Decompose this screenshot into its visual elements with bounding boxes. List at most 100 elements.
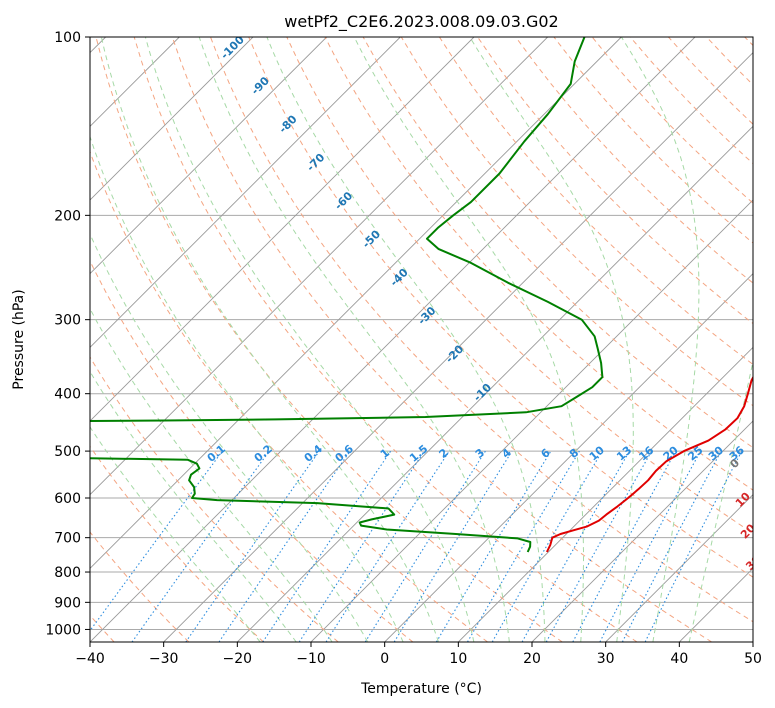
mixing-ratio-line — [545, 450, 653, 642]
isotherm-value-label: -60 — [332, 189, 355, 212]
isotherm-line — [90, 37, 622, 569]
mixing-ratio-label: 0.4 — [302, 442, 326, 465]
isotherm-line — [90, 37, 254, 201]
isotherm-value-label: -80 — [276, 112, 299, 135]
dry-adiabat — [400, 37, 753, 407]
y-tick-label: 900 — [54, 595, 81, 611]
dewpoint-profile-line — [90, 37, 604, 553]
dry-adiabat — [210, 37, 753, 623]
moist-adiabat — [353, 37, 584, 642]
isotherm-line — [384, 273, 753, 642]
mixing-ratio-line — [298, 450, 425, 642]
mixing-ratio-line — [572, 450, 677, 642]
isotherm-line — [90, 37, 548, 496]
mixing-ratio-line — [521, 450, 630, 642]
mixing-ratio-label: 3 — [473, 446, 487, 461]
y-tick-label: 1000 — [45, 622, 81, 638]
chart-title: wetPf2_C2E6.2023.008.09.03.G02 — [284, 12, 558, 32]
x-tick-label: −10 — [296, 651, 326, 667]
x-tick-label: −40 — [75, 651, 105, 667]
x-tick-label: 0 — [380, 651, 389, 667]
isotherm-line — [163, 52, 753, 642]
isotherm-line — [90, 37, 475, 422]
y-tick-label: 700 — [54, 531, 81, 547]
isotherm-line — [458, 346, 753, 642]
dry-adiabat — [286, 37, 753, 534]
y-tick-label: 600 — [54, 491, 81, 507]
x-tick-label: 50 — [744, 651, 762, 667]
moist-adiabat — [620, 37, 700, 642]
y-tick-label: 800 — [54, 565, 81, 581]
dry-adiabat — [90, 531, 190, 642]
mixing-ratio-label: 6 — [538, 446, 552, 461]
dry-adiabat — [706, 37, 753, 86]
dry-adiabat — [90, 356, 339, 642]
mixing-ratio-label: 0.2 — [252, 442, 275, 464]
mixing-ratio-line — [364, 450, 486, 642]
mixing-ratio-line — [435, 450, 552, 642]
isotherm-line — [310, 199, 753, 642]
dry-adiabat — [95, 37, 563, 642]
mixing-ratio-label: 1 — [378, 446, 392, 461]
mixing-ratio-line — [599, 450, 701, 642]
moist-adiabat — [90, 370, 297, 642]
mixing-ratio-line — [393, 450, 513, 642]
x-tick-label: −30 — [149, 651, 179, 667]
dry-adiabat — [133, 37, 638, 642]
isotherm-line — [605, 494, 753, 642]
y-tick-label: 300 — [54, 313, 81, 329]
isotherm-value-label: -30 — [415, 304, 438, 327]
dry-adiabat — [553, 37, 753, 244]
dry-adiabat — [90, 445, 264, 642]
background-lines — [90, 37, 753, 642]
isotherm-value-label: -20 — [443, 342, 466, 365]
y-axis-label: Pressure (hPa) — [11, 289, 27, 389]
moist-adiabat — [90, 426, 261, 642]
background-line-labels: 0.1 0.2 0.4 0.6 1 1.5 2 3 4 6 8 10 13 16 20 25 30 36-100-… — [205, 37, 775, 604]
mixing-ratio-label: 1.5 — [407, 442, 430, 464]
isotherm-value-label: -70 — [304, 151, 327, 174]
mixing-ratio-line — [262, 450, 392, 642]
moist-adiabat — [469, 37, 634, 642]
dry-adiabat — [668, 37, 753, 125]
dry-adiabat — [90, 150, 488, 642]
mixing-ratio-label: 30 — [706, 443, 726, 463]
isotherm-line — [90, 37, 327, 275]
isotherm-value-label: -50 — [360, 227, 383, 250]
dry-adiabat — [744, 37, 753, 47]
moist-adiabat — [266, 37, 546, 642]
dry-adiabat — [515, 37, 753, 284]
dry-adiabat — [591, 37, 753, 204]
isotherm-line — [679, 567, 753, 642]
isotherm-line — [237, 125, 753, 642]
mixing-ratio-line — [644, 450, 743, 642]
mixing-ratio-line — [185, 450, 320, 642]
mixing-ratio-line — [90, 450, 223, 632]
isotherm-line — [752, 641, 753, 642]
y-tick-label: 100 — [54, 30, 81, 46]
isotherm-value-label: -10 — [471, 381, 494, 404]
plot-frame — [89, 36, 754, 643]
x-tick-label: 30 — [597, 651, 615, 667]
dry-adiabat — [171, 37, 712, 642]
y-tick-label: 200 — [54, 208, 81, 224]
isotherm-value-label: 20 — [738, 521, 758, 541]
moist-adiabat — [100, 37, 439, 642]
moist-adiabat — [90, 135, 404, 642]
mixing-ratio-label: 2 — [437, 446, 451, 461]
x-tick-label: 40 — [670, 651, 688, 667]
mixing-ratio-line — [467, 450, 580, 642]
moist-adiabat — [90, 232, 369, 642]
x-axis: −40 −30 −20 −10 0 10 20 30 40 50 — [75, 642, 762, 667]
isotherm-line — [531, 420, 753, 642]
isotherm-line — [90, 37, 401, 348]
isotherm-value-label: 40 — [756, 584, 775, 604]
mixing-ratio-label: 4 — [499, 446, 513, 461]
moist-adiabat — [688, 359, 753, 642]
mixing-ratio-line — [131, 450, 270, 642]
dry-adiabat — [438, 37, 753, 366]
dry-adiabat — [248, 37, 753, 578]
dry-adiabat — [477, 37, 753, 325]
mixing-ratio-label: 0.6 — [333, 442, 357, 465]
mixing-ratio-label: 8 — [567, 446, 581, 461]
